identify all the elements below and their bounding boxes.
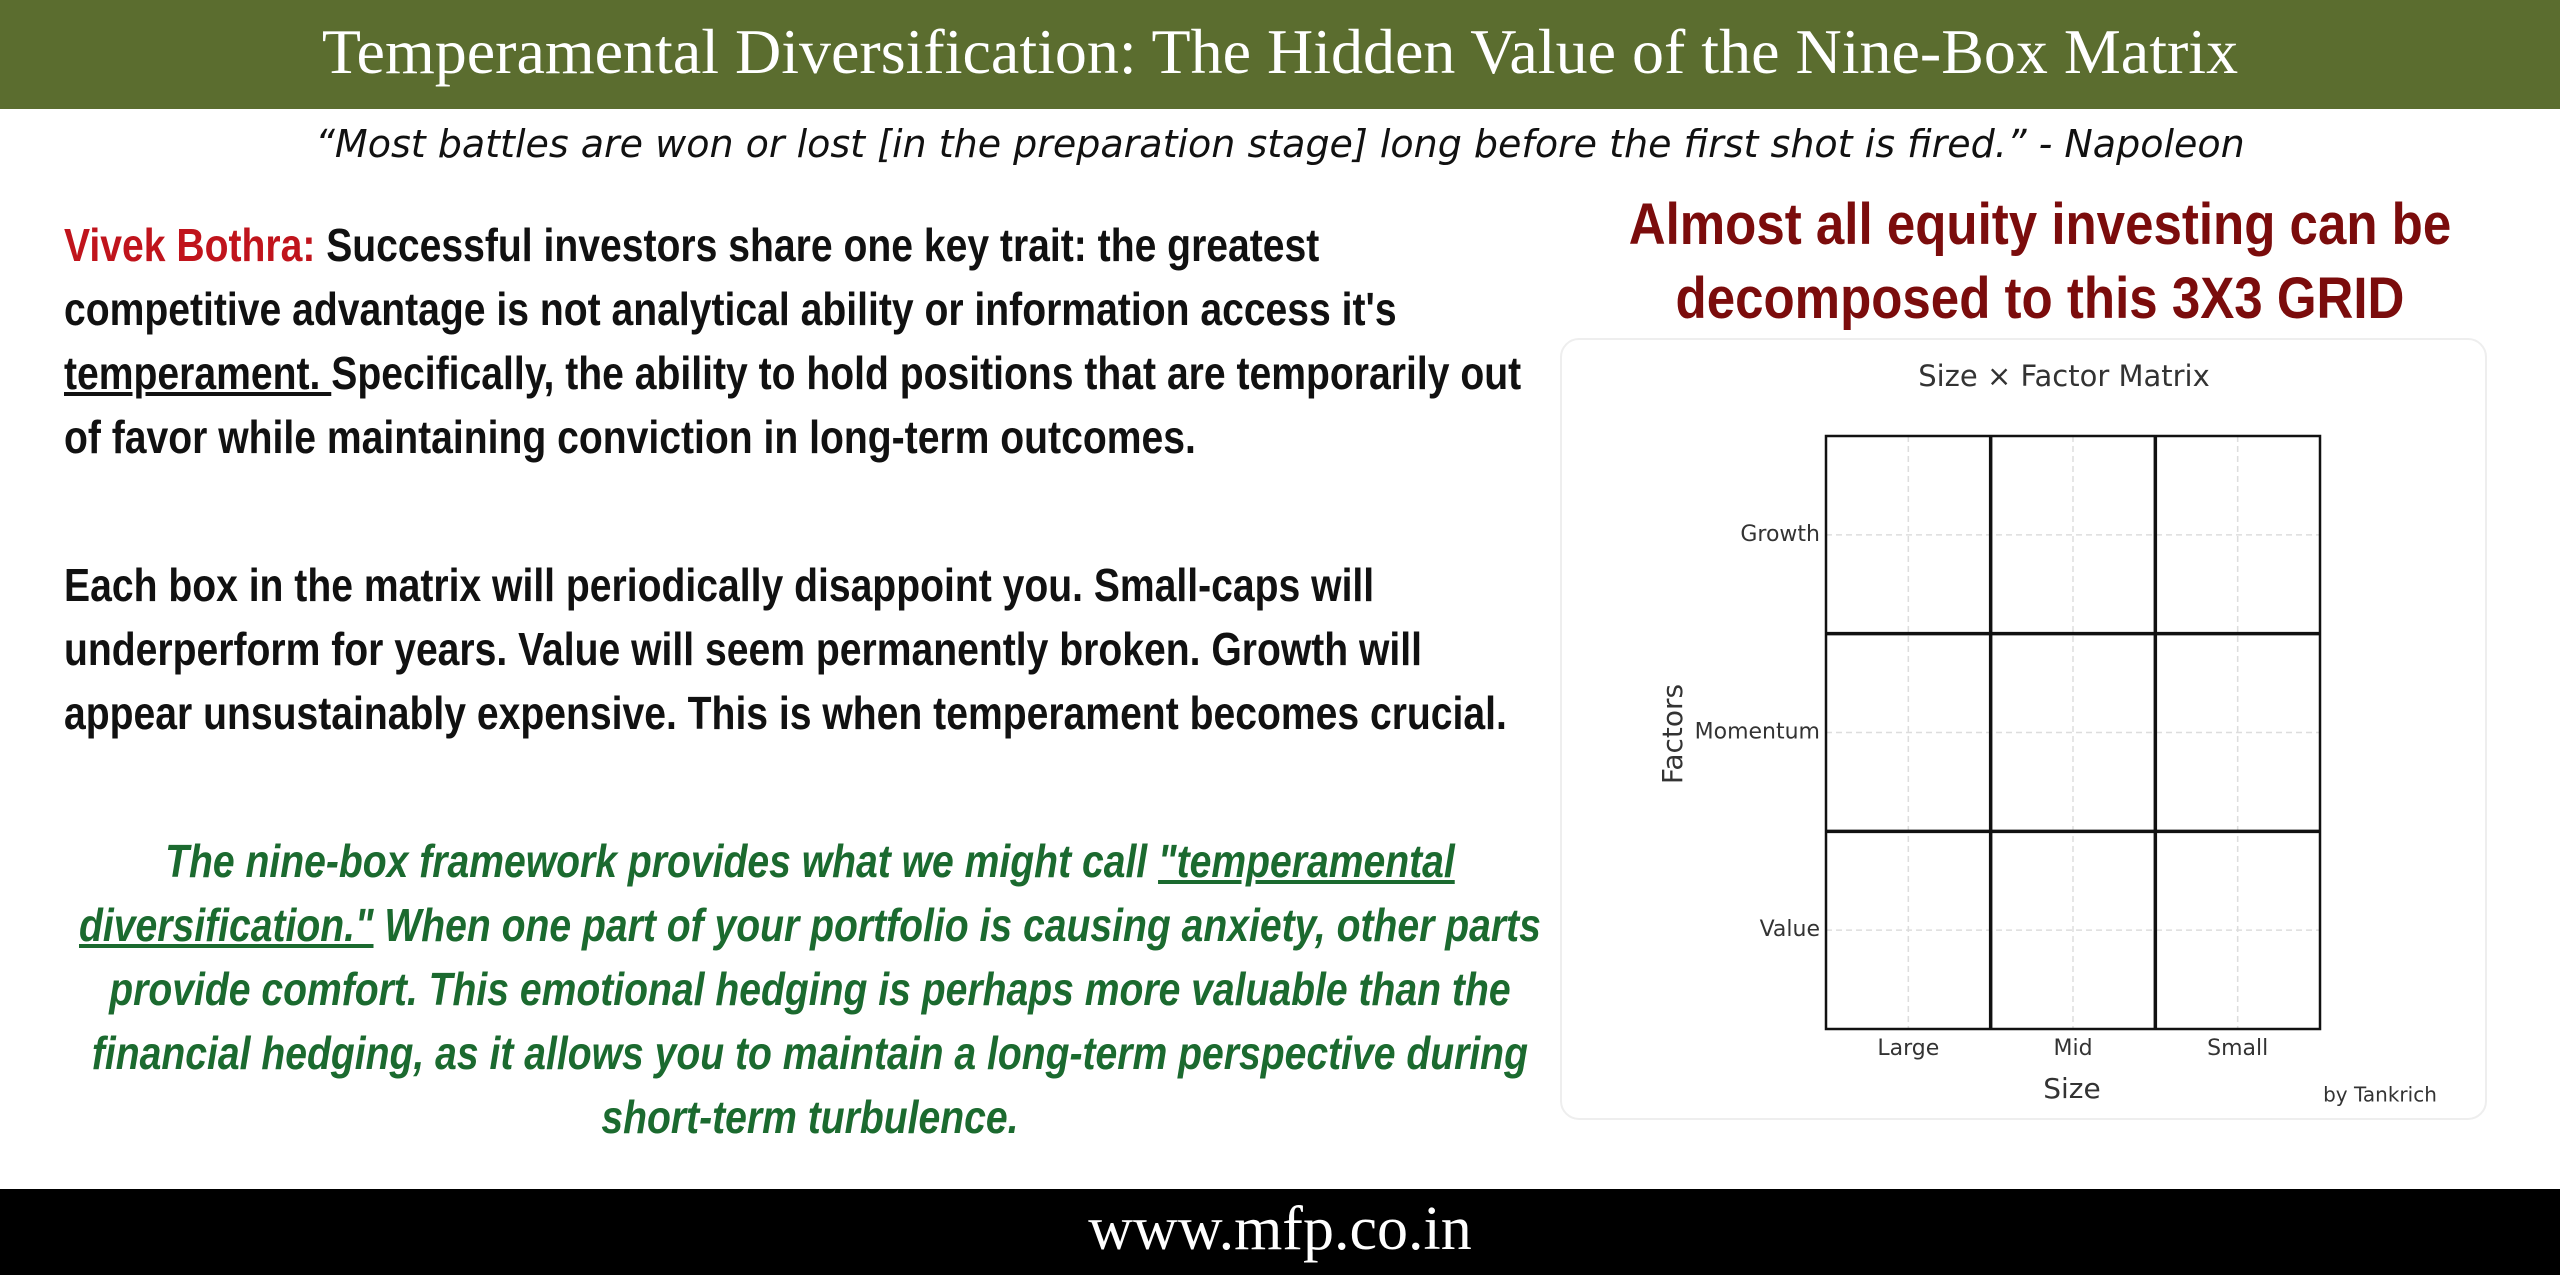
- x-axis-label: Size: [2043, 1072, 2100, 1105]
- y-tick-label: Value: [1760, 917, 1820, 942]
- paragraph: Each box in the matrix will periodically…: [64, 559, 1507, 739]
- chart-title: Size × Factor Matrix: [1918, 359, 2210, 393]
- plot-frame: [1824, 434, 2322, 1031]
- underlined: temperament.: [64, 347, 332, 399]
- y-tick-label: Growth: [1740, 522, 1820, 547]
- underlined: "temperamental diversification.": [79, 835, 1455, 951]
- paragraph: The nine-box framework provides what we …: [70, 829, 1550, 1149]
- x-tick-label: Small: [2207, 1036, 2268, 1061]
- heading-line: Almost all equity investing can be: [1628, 192, 2452, 257]
- header-title: Temperamental Diversification: The Hidde…: [0, 0, 2560, 109]
- speaker: Vivek Bothra:: [64, 219, 316, 271]
- credit: by Tankrich: [2323, 1083, 2437, 1107]
- side-heading: Almost all equity investing can be decomp…: [1618, 188, 2463, 336]
- footer-url: www.mfp.co.in: [0, 1189, 2560, 1275]
- text: When one part of your portfolio is causi…: [91, 899, 1541, 1143]
- heading-line: decomposed to this 3X3 GRID: [1675, 266, 2405, 331]
- chart: Size × Factor Matrix Size Factors by Tan…: [1560, 338, 2487, 1120]
- chart-frame: [1560, 338, 2487, 1120]
- paragraph: Vivek Bothra: Successful investors share…: [64, 213, 1544, 469]
- x-tick-label: Mid: [2053, 1036, 2092, 1061]
- text: Specifically, the ability to hold positi…: [64, 347, 1522, 463]
- text: The nine-box framework provides what we …: [165, 835, 1159, 887]
- quote: “Most battles are won or lost [in the pr…: [315, 122, 2245, 166]
- y-axis-label: Factors: [1656, 684, 1689, 784]
- x-tick-label: Large: [1877, 1036, 1939, 1061]
- text: Successful investors share one key trait…: [64, 219, 1397, 335]
- y-tick-label: Momentum: [1695, 720, 1820, 745]
